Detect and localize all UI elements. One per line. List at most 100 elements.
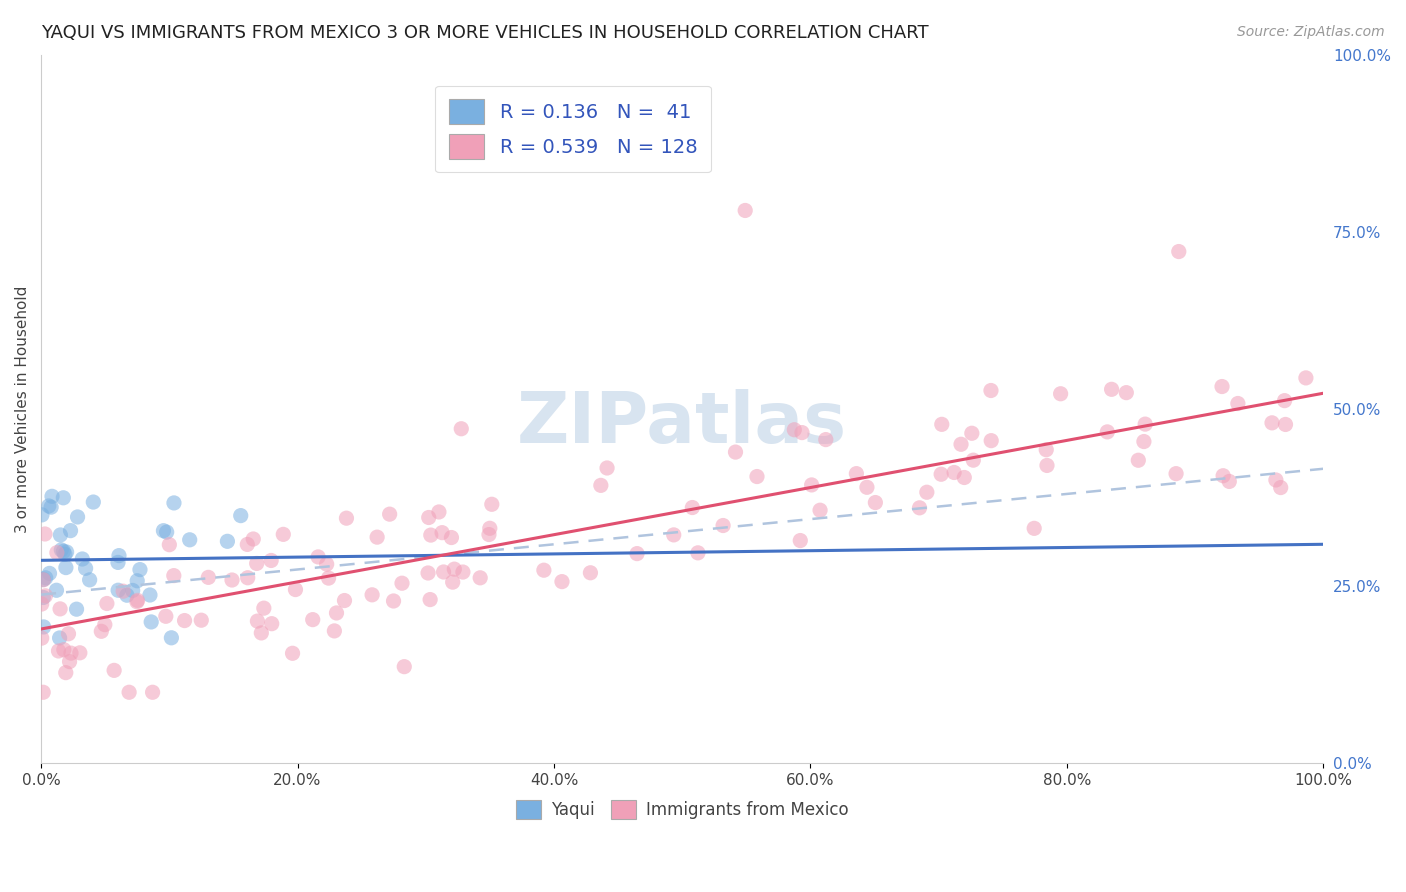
Point [432, 565, 454, 579]
Point [34, 589, 56, 603]
Point [34, 571, 56, 585]
Point [38, 499, 60, 513]
Point [253, 601, 276, 615]
Point [152, 524, 174, 538]
Point [908, 500, 931, 515]
Point [31, 597, 53, 611]
Point [65, 602, 87, 616]
Point [711, 518, 734, 533]
Point [157, 538, 180, 552]
Point [69, 646, 91, 660]
Point [1274, 417, 1296, 432]
Point [246, 614, 269, 628]
Point [32, 685, 55, 699]
Point [75, 561, 97, 575]
Point [960, 426, 983, 441]
Point [1101, 382, 1123, 396]
Point [1211, 379, 1233, 393]
Point [1274, 393, 1296, 408]
Point [141, 615, 163, 629]
Point [808, 503, 831, 517]
Y-axis label: 3 or more Vehicles in Household: 3 or more Vehicles in Household [15, 285, 30, 533]
Point [481, 497, 503, 511]
Point [686, 546, 709, 560]
Point [1036, 458, 1059, 473]
Point [962, 453, 984, 467]
Point [929, 467, 952, 482]
Point [980, 434, 1002, 448]
Point [931, 417, 953, 432]
Point [48, 644, 70, 658]
Point [441, 575, 464, 590]
Point [1115, 385, 1137, 400]
Point [418, 510, 440, 524]
Point [173, 614, 195, 628]
Point [1264, 473, 1286, 487]
Point [160, 631, 183, 645]
Point [118, 685, 141, 699]
Point [32, 620, 55, 634]
Point [745, 469, 768, 483]
Point [323, 624, 346, 638]
Point [31, 631, 53, 645]
Point [307, 549, 329, 564]
Point [1164, 467, 1187, 481]
Point [419, 528, 441, 542]
Point [315, 557, 337, 571]
Point [52, 642, 75, 657]
Point [1128, 453, 1150, 467]
Point [90, 624, 112, 639]
Point [865, 495, 887, 509]
Point [32, 573, 55, 587]
Point [1167, 244, 1189, 259]
Point [734, 203, 756, 218]
Point [236, 571, 259, 585]
Point [378, 507, 401, 521]
Point [427, 505, 450, 519]
Point [1261, 416, 1284, 430]
Point [391, 576, 413, 591]
Point [125, 595, 148, 609]
Point [236, 537, 259, 551]
Point [950, 437, 973, 451]
Point [107, 556, 129, 570]
Point [52, 491, 75, 505]
Point [55, 665, 77, 680]
Point [1049, 386, 1071, 401]
Point [478, 521, 501, 535]
Point [318, 571, 340, 585]
Point [533, 563, 555, 577]
Point [790, 425, 813, 440]
Text: YAQUI VS IMMIGRANTS FROM MEXICO 3 OR MORE VEHICLES IN HOUSEHOLD CORRELATION CHAR: YAQUI VS IMMIGRANTS FROM MEXICO 3 OR MOR… [41, 24, 929, 42]
Point [1295, 371, 1317, 385]
Point [551, 574, 574, 589]
Point [430, 525, 453, 540]
Point [443, 562, 465, 576]
Point [250, 626, 273, 640]
Point [139, 588, 162, 602]
Legend: Yaqui, Immigrants from Mexico: Yaqui, Immigrants from Mexico [509, 793, 855, 826]
Text: Source: ZipAtlas.com: Source: ZipAtlas.com [1237, 25, 1385, 39]
Point [115, 588, 138, 602]
Point [34, 527, 56, 541]
Point [724, 445, 747, 459]
Point [478, 527, 501, 541]
Point [66, 510, 89, 524]
Point [163, 496, 186, 510]
Point [419, 592, 441, 607]
Point [361, 588, 384, 602]
Point [980, 384, 1002, 398]
Point [271, 527, 294, 541]
Point [108, 549, 131, 563]
Point [589, 478, 612, 492]
Point [127, 574, 149, 588]
Point [626, 547, 648, 561]
Point [1035, 442, 1057, 457]
Point [800, 478, 823, 492]
Point [789, 533, 811, 548]
Point [579, 566, 602, 580]
Point [190, 613, 212, 627]
Point [48, 631, 70, 645]
Point [41, 489, 63, 503]
Point [1135, 417, 1157, 431]
